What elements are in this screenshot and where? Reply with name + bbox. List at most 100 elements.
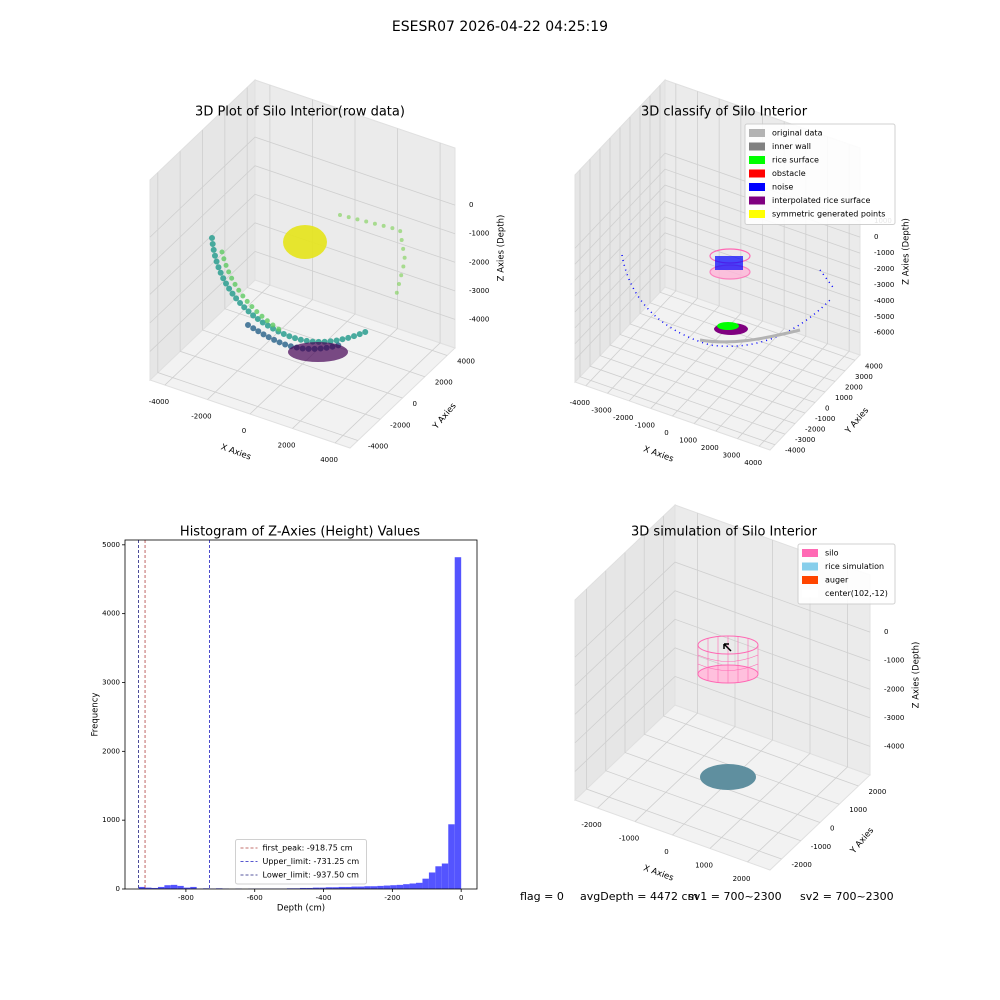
cloud-top xyxy=(283,225,327,259)
z-grid-line xyxy=(149,222,456,324)
y-tick-label: 4000 xyxy=(457,357,475,365)
bar xyxy=(164,885,171,889)
bar xyxy=(403,884,410,889)
chart-title: 3D simulation of Silo Interior xyxy=(631,525,818,540)
y-grid-line xyxy=(599,148,796,424)
bar xyxy=(306,887,313,889)
x-tick-label: 2000 xyxy=(278,441,296,449)
z-grid-line xyxy=(574,647,871,744)
bar xyxy=(151,887,158,889)
auger-arrow xyxy=(723,643,732,652)
cloud-bottom xyxy=(288,342,348,362)
bar xyxy=(177,885,184,889)
y-grid-line xyxy=(639,106,836,382)
legend-patch xyxy=(749,156,765,164)
x-grid-line xyxy=(634,526,736,822)
z-tick-label: 0 xyxy=(469,201,473,209)
legend-box xyxy=(797,543,896,605)
z-grid-line xyxy=(574,248,861,345)
y-tick-label: 0 xyxy=(116,885,120,893)
x-tick-label: 2000 xyxy=(701,444,719,452)
cloud-wall xyxy=(219,249,283,333)
y-tick-label: -1000 xyxy=(811,843,831,851)
legend-patch xyxy=(749,129,765,137)
x-tick-label: 4000 xyxy=(320,456,338,464)
x-tick-label: 0 xyxy=(664,848,668,856)
x-grid-line xyxy=(650,106,742,409)
z-grid-line xyxy=(574,618,871,715)
bar xyxy=(396,884,404,889)
z-tick-label: -3000 xyxy=(469,287,489,295)
legend-patch xyxy=(749,183,765,191)
bar xyxy=(319,887,326,889)
legend-label: silo xyxy=(825,549,839,558)
bar xyxy=(435,866,442,889)
y-tick-label: -2000 xyxy=(805,426,825,434)
bar xyxy=(357,886,365,889)
z-axis-label: Z Axies (Depth) xyxy=(902,218,912,285)
legend-label: rice surface xyxy=(772,156,819,165)
y-tick-label: 2000 xyxy=(102,747,120,755)
legend-label: inner wall xyxy=(772,142,811,151)
y-tick-label: -2000 xyxy=(390,421,410,429)
x-tick-label: 1000 xyxy=(679,437,697,445)
y-grid-line xyxy=(609,138,806,414)
y-tick-label: 4000 xyxy=(102,610,120,618)
z-grid-line xyxy=(149,250,456,352)
x-tick-label: -600 xyxy=(247,894,263,902)
bar xyxy=(377,885,384,889)
x-grid-line xyxy=(207,99,313,400)
y-tick-label: -4000 xyxy=(785,447,805,455)
legend-patch xyxy=(749,210,765,218)
z-tick-label: -4000 xyxy=(469,315,489,323)
x-tick-label: -1000 xyxy=(619,835,639,843)
bar xyxy=(145,887,152,889)
z-tick-label: -6000 xyxy=(874,329,894,337)
cloud-wall xyxy=(209,235,373,345)
z-tick-label: -2000 xyxy=(874,265,894,273)
chart-title: 3D classify of Silo Interior xyxy=(641,105,808,120)
y-tick-label: 2000 xyxy=(868,788,886,796)
z-tick-label: 0 xyxy=(874,233,878,241)
bar xyxy=(299,887,307,889)
z-tick-label: 0 xyxy=(884,628,888,636)
y-grid-line xyxy=(586,589,782,860)
z-tick-label: -3000 xyxy=(874,281,894,289)
z-grid-line xyxy=(574,590,871,687)
y-tick-label: 2000 xyxy=(845,383,863,391)
y-grid-line xyxy=(624,552,821,823)
z-axis-label: Z Axies (Depth) xyxy=(912,642,922,709)
bar xyxy=(422,878,429,889)
y-grid-line xyxy=(643,534,840,805)
x-grid-line xyxy=(597,513,698,809)
x-grid-line xyxy=(292,128,398,429)
x-tick-label: -1000 xyxy=(635,421,655,429)
footer-text: sv2 = 700~2300 xyxy=(800,890,894,903)
silo-mesh xyxy=(697,636,759,683)
x-tick-label: 0 xyxy=(664,429,668,437)
rice-simulation xyxy=(700,764,756,790)
z-grid-line xyxy=(149,193,456,295)
bar xyxy=(183,887,191,889)
noise-wall xyxy=(621,254,836,347)
y-tick-label: 0 xyxy=(413,400,417,408)
bar xyxy=(332,887,339,889)
bar xyxy=(383,885,391,889)
z-tick-label: -2000 xyxy=(469,258,489,266)
bar xyxy=(345,886,352,889)
y-grid-line xyxy=(589,159,786,435)
x-axis-label: X Axies xyxy=(642,444,675,464)
bar xyxy=(157,886,165,889)
legend-label: Upper_limit: -731.25 cm xyxy=(263,857,360,866)
x-grid-line xyxy=(164,85,271,386)
z-tick-label: -5000 xyxy=(874,313,894,321)
x-grid-line xyxy=(585,83,677,387)
bar xyxy=(338,886,346,889)
x-grid-line xyxy=(672,540,773,836)
footer-text: avgDepth = 4472 cm xyxy=(580,890,698,903)
y-grid-line xyxy=(224,108,425,378)
bar xyxy=(454,557,462,889)
y-tick-label: 3000 xyxy=(855,373,873,381)
x-tick-label: 0 xyxy=(459,894,463,902)
